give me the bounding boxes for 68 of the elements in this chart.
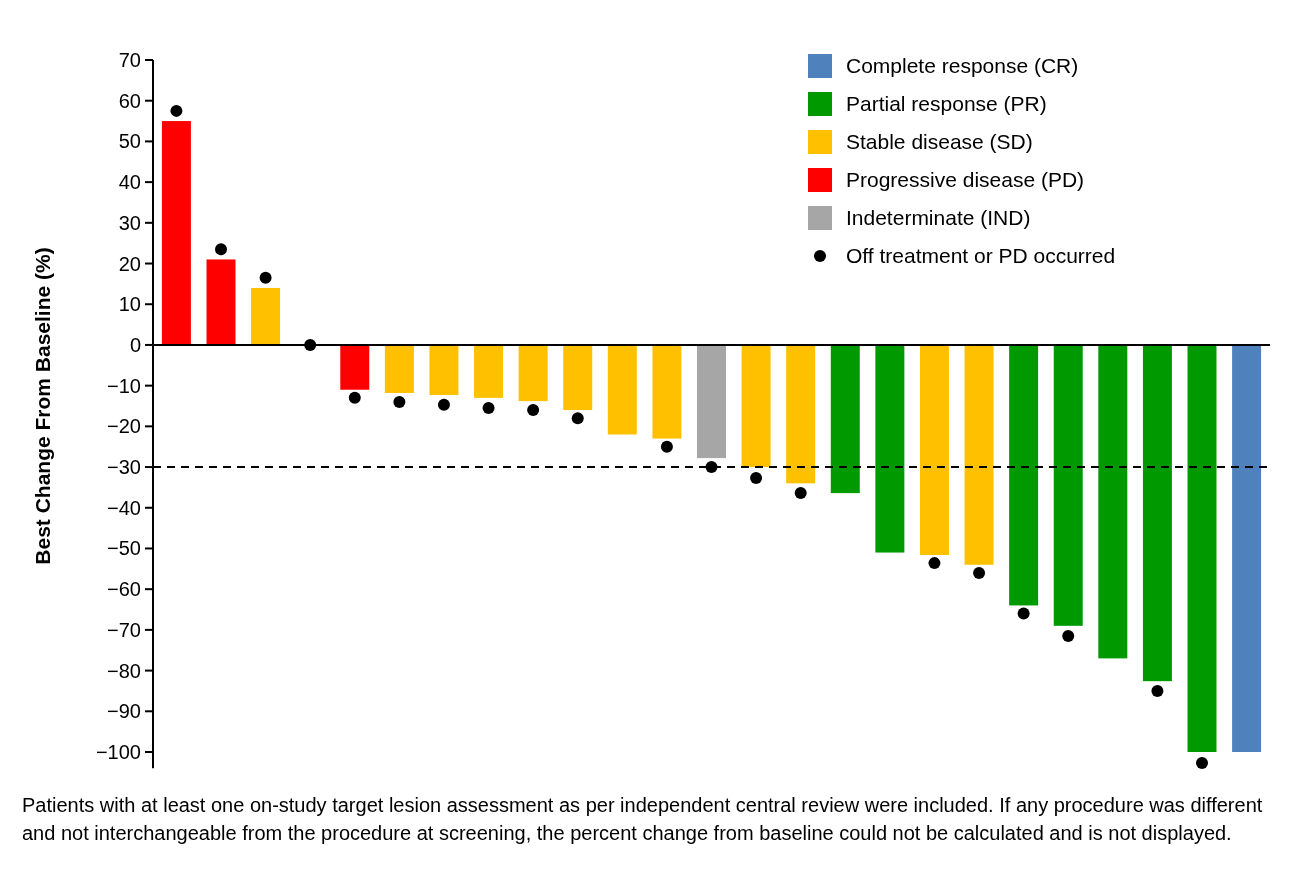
y-tick-label: −40 xyxy=(107,496,141,519)
y-tick-label: 30 xyxy=(118,211,141,234)
bar xyxy=(652,344,682,439)
y-tick-label: −100 xyxy=(95,741,141,763)
point xyxy=(170,104,183,117)
bar xyxy=(429,344,459,396)
y-tick-label: 70 xyxy=(118,49,141,71)
y-tick-label: 50 xyxy=(118,130,141,153)
y-tick-label: −60 xyxy=(107,578,141,601)
bar xyxy=(875,344,905,553)
bar xyxy=(741,344,771,468)
point xyxy=(393,395,406,408)
point xyxy=(750,472,763,485)
legend-label: Indeterminate (IND) xyxy=(846,206,1031,230)
bar xyxy=(161,121,191,345)
y-tick-label: 0 xyxy=(129,333,141,356)
y-tick-label: −90 xyxy=(107,700,141,723)
bar xyxy=(340,344,370,390)
y-tick-label: −20 xyxy=(107,415,141,438)
point xyxy=(1151,684,1164,697)
point xyxy=(482,402,495,415)
y-tick-label: 40 xyxy=(118,171,141,194)
y-tick-label: 60 xyxy=(118,89,141,112)
legend-label: Off treatment or PD occurred xyxy=(846,244,1116,268)
bar xyxy=(1009,344,1039,606)
bar xyxy=(563,344,593,411)
y-tick-label: 10 xyxy=(118,293,141,316)
legend-label: Partial response (PR) xyxy=(846,92,1047,116)
bar xyxy=(1187,344,1217,752)
legend-label: Progressive disease (PD) xyxy=(846,168,1085,192)
point xyxy=(1196,756,1208,769)
text: Patients with at least one on-study target lesion assessment as per independent central review were included. If any procedure was different and not interchangeable from the procedure at screening, the percent change from baseline could not be calculated and is not displayed. xyxy=(22,794,1263,844)
point xyxy=(348,391,361,404)
point xyxy=(794,487,807,500)
bar xyxy=(1232,344,1262,752)
bar xyxy=(786,344,816,484)
y-tick-label: −50 xyxy=(107,537,141,560)
y-tick-label: −70 xyxy=(107,618,141,641)
y-tick-label: −30 xyxy=(107,456,141,479)
point xyxy=(571,412,584,425)
point xyxy=(973,566,986,579)
point xyxy=(928,557,941,570)
bar xyxy=(1098,344,1128,659)
y-tick-label: −80 xyxy=(107,659,141,682)
y-tick-label: 20 xyxy=(118,252,141,275)
point xyxy=(1062,629,1075,642)
y-axis-title: Best Change From Baseline (%) xyxy=(31,247,54,565)
point xyxy=(259,271,272,284)
bar xyxy=(384,344,414,393)
bar xyxy=(919,344,949,555)
bar xyxy=(830,344,860,494)
point xyxy=(437,398,450,411)
bar xyxy=(607,344,637,435)
legend-label: Complete response (CR) xyxy=(846,54,1079,78)
bar xyxy=(251,287,281,345)
bar xyxy=(518,344,548,402)
bar xyxy=(1053,344,1083,626)
point xyxy=(660,440,673,453)
bar xyxy=(206,259,236,345)
bar xyxy=(964,344,994,565)
bar xyxy=(1142,344,1172,682)
bar xyxy=(474,344,504,398)
bar xyxy=(697,344,726,459)
point xyxy=(1017,607,1030,620)
point xyxy=(527,404,540,417)
y-tick-label: −10 xyxy=(107,374,141,397)
legend-label: Stable disease (SD) xyxy=(846,130,1033,154)
point xyxy=(215,243,227,256)
